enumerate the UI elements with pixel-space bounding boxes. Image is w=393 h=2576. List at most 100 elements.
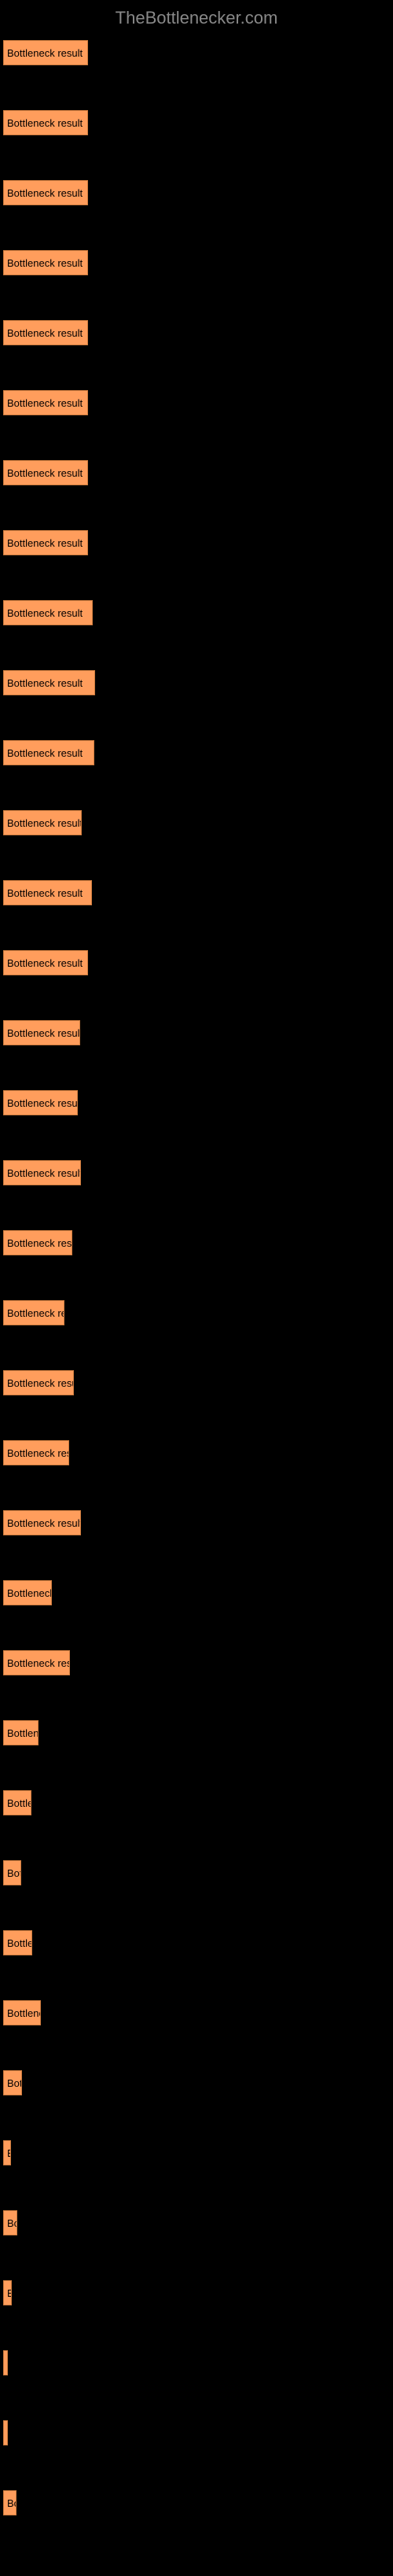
- chart-bar-row: Bottleneck result: [3, 390, 390, 415]
- chart-bar: Bottleneck result: [3, 530, 88, 555]
- chart-bar-label: Bottleneck result: [7, 187, 83, 199]
- chart-bar-row: Bottleneck: [3, 1580, 390, 1605]
- chart-bar: Bottleneck result: [3, 1090, 78, 1115]
- chart-bar: Bottleneck: [3, 1580, 52, 1605]
- chart-bar-row: Bottleneck result: [3, 1510, 390, 1535]
- chart-bar-row: Bottleneck result: [3, 460, 390, 485]
- chart-bar-label: Bottleneck result: [7, 747, 83, 759]
- chart-bar: Bottleneck result: [3, 1510, 81, 1535]
- chart-bar: Bottleneck resu: [3, 1230, 72, 1255]
- chart-bar: Bottleneck result: [3, 390, 88, 415]
- chart-bar-row: Bottleneck result: [3, 810, 390, 835]
- chart-bar: Bottleneck result: [3, 460, 88, 485]
- chart-bar-label: Bot: [7, 1867, 20, 1879]
- chart-bar-row: Bottlene: [3, 2000, 390, 2025]
- site-title: TheBottlenecker.com: [116, 8, 278, 28]
- chart-bar-label: Bottleneck resu: [7, 1237, 72, 1249]
- chart-bar: [3, 2420, 8, 2445]
- chart-bar-row: Bottleneck result: [3, 880, 390, 905]
- chart-bar-row: Bottle: [3, 1790, 390, 1815]
- chart-bar-label: Bottleneck result: [7, 537, 83, 549]
- chart-bar-row: Bottleneck res: [3, 1650, 390, 1675]
- chart-bar-label: Bottleneck result: [7, 467, 83, 479]
- chart-bar-label: Bottleneck result: [7, 397, 83, 409]
- chart-bar-label: Bottleneck result: [7, 117, 83, 129]
- chart-bar-label: Bottleneck res: [7, 1657, 69, 1669]
- chart-bar: Bottleneck result: [3, 250, 88, 275]
- chart-bar-label: Bottleneck result: [7, 1097, 77, 1109]
- chart-bar-label: Bottleneck result: [7, 257, 83, 269]
- chart-bar-label: Bottleneck result: [7, 607, 83, 619]
- chart-bar-row: Bottleneck res: [3, 1440, 390, 1465]
- chart-bar-label: Bo: [7, 2497, 16, 2509]
- chart-bar: Bottleneck result: [3, 950, 88, 975]
- chart-bar-label: Bottle: [7, 1937, 31, 1949]
- chart-bar-row: Bottleneck result: [3, 1090, 390, 1115]
- chart-bar: Bottlen: [3, 1720, 39, 1745]
- chart-bar-row: Bottleneck resu: [3, 1370, 390, 1395]
- chart-bar: Bottle: [3, 1790, 31, 1815]
- chart-bar: Bottleneck result: [3, 600, 93, 625]
- chart-bar: Bottleneck re: [3, 1300, 64, 1325]
- chart-bar: Bottleneck result: [3, 110, 88, 135]
- chart-bar-label: Bot: [7, 2077, 21, 2089]
- chart-bar-row: Bot: [3, 1860, 390, 1885]
- chart-bar-row: B: [3, 2140, 390, 2165]
- chart-bar-row: Bo: [3, 2210, 390, 2235]
- chart-bar: Bottleneck result: [3, 1020, 80, 1045]
- chart-bar-row: Bottleneck result: [3, 40, 390, 65]
- chart-bar-label: Bottlene: [7, 2007, 40, 2019]
- chart-bar: Bottleneck resu: [3, 1370, 74, 1395]
- chart-bar-row: [3, 2350, 390, 2375]
- chart-bar-label: Bottle: [7, 1797, 31, 1809]
- chart-bar: Bo: [3, 2490, 17, 2515]
- chart-bar-row: Bottleneck result: [3, 1160, 390, 1185]
- chart-bar-label: B: [7, 2287, 11, 2299]
- chart-bar-label: Bottleneck: [7, 1587, 51, 1599]
- chart-bar-label: Bo: [7, 2217, 17, 2229]
- chart-bar-label: Bottleneck result: [7, 957, 83, 969]
- chart-bar-row: Bottleneck result: [3, 320, 390, 345]
- chart-bar: Bottleneck result: [3, 40, 88, 65]
- chart-bar: Bottleneck res: [3, 1650, 70, 1675]
- chart-bar: Bottle: [3, 1930, 32, 1955]
- chart-bar-row: Bottleneck result: [3, 740, 390, 765]
- chart-bar-label: Bottleneck result: [7, 327, 83, 339]
- chart-bar-row: Bottleneck re: [3, 1300, 390, 1325]
- chart-bar-row: Bottleneck result: [3, 600, 390, 625]
- chart-bar-label: Bottleneck result: [7, 1167, 80, 1179]
- chart-bar: B: [3, 2140, 11, 2165]
- chart-bar-label: Bottleneck resu: [7, 1377, 73, 1389]
- chart-bar-row: Bottleneck result: [3, 180, 390, 205]
- chart-bar-row: Bottleneck result: [3, 670, 390, 695]
- chart-bar: [3, 2350, 8, 2375]
- chart-bar-row: Bot: [3, 2070, 390, 2095]
- chart-bar: Bottleneck res: [3, 1440, 69, 1465]
- chart-bar: Bot: [3, 1860, 21, 1885]
- header: TheBottlenecker.com: [0, 0, 393, 40]
- chart-bar-row: B: [3, 2280, 390, 2305]
- chart-bar-label: Bottleneck result: [7, 1027, 79, 1039]
- chart-bar-label: Bottleneck res: [7, 1447, 68, 1459]
- chart-bar-row: Bottleneck result: [3, 250, 390, 275]
- chart-bar: B: [3, 2280, 12, 2305]
- chart-bar-label: B: [7, 2147, 10, 2159]
- chart-bar-label: Bottleneck result: [7, 817, 81, 829]
- bottleneck-chart: Bottleneck result Bottleneck result Bottle…: [0, 40, 393, 2515]
- chart-bar: Bottleneck result: [3, 670, 95, 695]
- chart-bar: Bottlene: [3, 2000, 41, 2025]
- chart-bar: Bo: [3, 2210, 17, 2235]
- chart-bar-row: Bottleneck result: [3, 950, 390, 975]
- chart-bar-label: Bottleneck result: [7, 1517, 80, 1529]
- chart-bar: Bottleneck result: [3, 740, 94, 765]
- chart-bar-label: Bottleneck result: [7, 677, 83, 689]
- chart-bar: Bot: [3, 2070, 22, 2095]
- chart-bar-row: Bo: [3, 2490, 390, 2515]
- chart-bar-label: Bottleneck re: [7, 1307, 64, 1319]
- chart-bar-row: [3, 2420, 390, 2445]
- chart-bar-row: Bottleneck resu: [3, 1230, 390, 1255]
- chart-bar-row: Bottle: [3, 1930, 390, 1955]
- chart-bar-row: Bottleneck result: [3, 1020, 390, 1045]
- chart-bar: Bottleneck result: [3, 810, 82, 835]
- chart-bar-label: Bottlen: [7, 1727, 38, 1739]
